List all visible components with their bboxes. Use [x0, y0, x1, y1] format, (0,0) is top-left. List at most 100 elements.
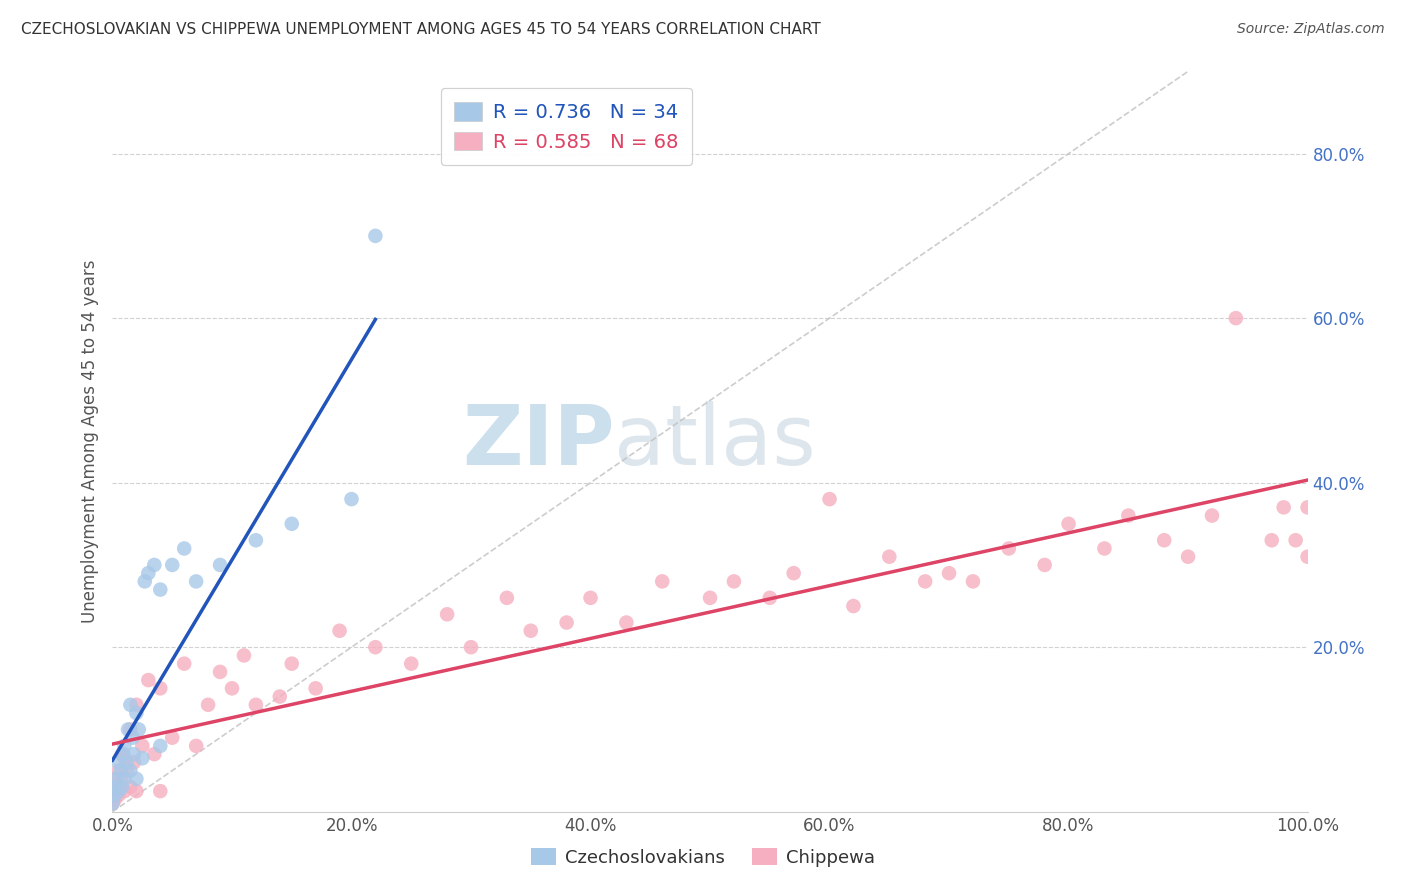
Legend: R = 0.736   N = 34, R = 0.585   N = 68: R = 0.736 N = 34, R = 0.585 N = 68 — [441, 88, 692, 165]
Point — [962, 574, 984, 589]
Point — [122, 747, 145, 761]
Point — [114, 772, 135, 786]
Point — [101, 797, 124, 811]
Point — [107, 764, 129, 778]
Point — [759, 591, 782, 605]
Point — [101, 789, 124, 803]
Point — [115, 764, 138, 778]
Point — [364, 640, 387, 655]
Point — [1033, 558, 1056, 572]
Point — [131, 751, 153, 765]
Point — [104, 789, 127, 803]
Text: ZIP: ZIP — [463, 401, 614, 482]
Point — [186, 739, 208, 753]
Point — [699, 591, 721, 605]
Point — [1285, 533, 1308, 548]
Point — [782, 566, 804, 581]
Point — [281, 516, 304, 531]
Point — [1272, 500, 1295, 515]
Point — [107, 756, 129, 770]
Point — [305, 681, 328, 696]
Point — [436, 607, 458, 622]
Point — [364, 228, 387, 243]
Text: CZECHOSLOVAKIAN VS CHIPPEWA UNEMPLOYMENT AMONG AGES 45 TO 54 YEARS CORRELATION C: CZECHOSLOVAKIAN VS CHIPPEWA UNEMPLOYMENT… — [21, 22, 821, 37]
Point — [281, 657, 304, 671]
Point — [114, 751, 135, 765]
Point — [1118, 508, 1140, 523]
Point — [329, 624, 352, 638]
Point — [173, 541, 195, 556]
Point — [143, 558, 166, 572]
Point — [209, 665, 232, 679]
Point — [221, 681, 243, 696]
Point — [173, 657, 195, 671]
Point — [496, 591, 519, 605]
Point — [104, 792, 127, 806]
Point — [186, 574, 208, 589]
Point — [120, 764, 142, 778]
Text: Source: ZipAtlas.com: Source: ZipAtlas.com — [1237, 22, 1385, 37]
Point — [101, 780, 124, 794]
Y-axis label: Unemployment Among Ages 45 to 54 years: Unemployment Among Ages 45 to 54 years — [80, 260, 98, 624]
Point — [114, 784, 135, 798]
Point — [131, 739, 153, 753]
Point — [1153, 533, 1175, 548]
Point — [879, 549, 901, 564]
Point — [105, 772, 128, 786]
Point — [112, 747, 135, 761]
Point — [138, 566, 160, 581]
Point — [125, 784, 148, 798]
Text: atlas: atlas — [614, 401, 815, 482]
Point — [1057, 516, 1080, 531]
Point — [1296, 549, 1319, 564]
Point — [616, 615, 638, 630]
Point — [1094, 541, 1116, 556]
Point — [233, 648, 256, 663]
Point — [245, 533, 267, 548]
Point — [1201, 508, 1223, 523]
Point — [122, 756, 145, 770]
Point — [998, 541, 1021, 556]
Point — [125, 698, 148, 712]
Point — [842, 599, 865, 613]
Point — [111, 747, 134, 761]
Point — [149, 784, 172, 798]
Point — [107, 784, 129, 798]
Point — [818, 492, 841, 507]
Point — [149, 582, 172, 597]
Point — [460, 640, 482, 655]
Point — [149, 739, 172, 753]
Point — [120, 723, 142, 737]
Point — [120, 780, 142, 794]
Point — [245, 698, 267, 712]
Point — [138, 673, 160, 687]
Point — [555, 615, 578, 630]
Point — [401, 657, 423, 671]
Point — [269, 690, 291, 704]
Point — [1177, 549, 1199, 564]
Point — [121, 731, 143, 745]
Point — [149, 681, 172, 696]
Point — [209, 558, 232, 572]
Point — [115, 756, 138, 770]
Point — [340, 492, 363, 507]
Point — [162, 558, 183, 572]
Point — [101, 797, 124, 811]
Point — [651, 574, 673, 589]
Point — [105, 780, 128, 794]
Point — [197, 698, 219, 712]
Point — [125, 772, 148, 786]
Point — [579, 591, 602, 605]
Point — [162, 731, 183, 745]
Point — [520, 624, 543, 638]
Point — [1261, 533, 1284, 548]
Point — [1296, 500, 1319, 515]
Point — [125, 706, 148, 720]
Point — [110, 772, 132, 786]
Point — [107, 789, 129, 803]
Point — [114, 739, 135, 753]
Point — [1225, 311, 1247, 326]
Point — [128, 723, 150, 737]
Point — [110, 764, 132, 778]
Point — [111, 780, 134, 794]
